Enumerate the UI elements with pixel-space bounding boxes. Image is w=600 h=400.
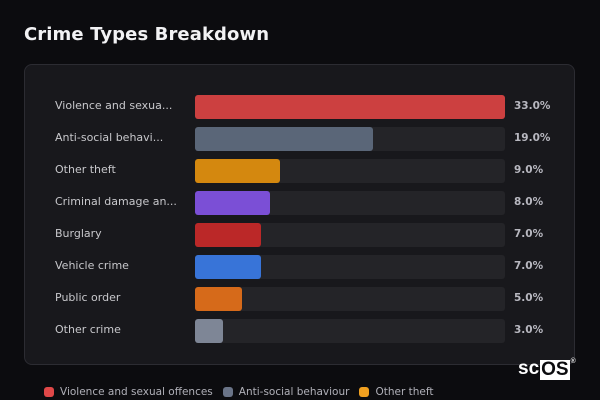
legend-label: Violence and sexual offences bbox=[60, 386, 213, 398]
bar-value: 33.0% bbox=[514, 100, 551, 112]
bar-track bbox=[195, 95, 505, 119]
bar-label: Burglary bbox=[55, 227, 102, 240]
bar-value: 7.0% bbox=[514, 260, 544, 272]
bar-track bbox=[195, 255, 505, 279]
bar-row: Public order 5.0% bbox=[25, 287, 574, 311]
bar-row: Burglary 7.0% bbox=[25, 223, 574, 247]
bar-track bbox=[195, 159, 505, 183]
chart-title: Crime Types Breakdown bbox=[24, 24, 270, 45]
bar-fill bbox=[195, 159, 280, 183]
chart-legend: Violence and sexual offences Anti-social … bbox=[44, 386, 433, 398]
bar-label: Public order bbox=[55, 291, 121, 304]
legend-item[interactable]: Other theft bbox=[359, 386, 433, 398]
bar-label: Vehicle crime bbox=[55, 259, 129, 272]
bar-fill bbox=[195, 191, 271, 215]
bar-fill bbox=[195, 95, 505, 119]
chart-panel: Violence and sexua... 33.0% Anti-social be… bbox=[24, 64, 575, 365]
bar-label: Violence and sexua... bbox=[55, 99, 173, 112]
bar-fill bbox=[195, 255, 261, 279]
legend-swatch bbox=[222, 387, 233, 397]
bar-track bbox=[195, 191, 505, 215]
bar-value: 3.0% bbox=[514, 324, 544, 336]
bar-row: Other theft 9.0% bbox=[25, 159, 574, 183]
logo-prefix: sc bbox=[518, 358, 540, 379]
scos-logo: sc OS ® bbox=[518, 358, 576, 380]
bar-value: 19.0% bbox=[514, 132, 551, 144]
bar-track bbox=[195, 223, 505, 247]
bar-label: Other theft bbox=[55, 163, 116, 176]
legend-item[interactable]: Anti-social behaviour bbox=[222, 386, 350, 398]
bar-track bbox=[195, 287, 505, 311]
bar-row: Anti-social behavi... 19.0% bbox=[25, 127, 574, 151]
bar-value: 5.0% bbox=[514, 292, 544, 304]
bar-track bbox=[195, 319, 505, 343]
bar-label: Other crime bbox=[55, 323, 121, 336]
bar-row: Other crime 3.0% bbox=[25, 319, 574, 343]
legend-item[interactable]: Violence and sexual offences bbox=[44, 386, 213, 398]
legend-label: Other theft bbox=[375, 386, 434, 398]
bar-row: Violence and sexua... 33.0% bbox=[25, 95, 574, 119]
registered-mark: ® bbox=[570, 358, 576, 365]
legend-swatch bbox=[359, 387, 370, 397]
bar-row: Criminal damage an... 8.0% bbox=[25, 191, 574, 215]
legend-label: Anti-social behaviour bbox=[238, 386, 350, 398]
bar-row: Vehicle crime 7.0% bbox=[25, 255, 574, 279]
bar-label: Criminal damage an... bbox=[55, 195, 177, 208]
legend-swatch bbox=[44, 387, 54, 397]
bar-fill bbox=[195, 319, 224, 343]
bar-fill bbox=[195, 223, 261, 247]
logo-boxed: OS bbox=[540, 359, 570, 380]
bar-fill bbox=[195, 287, 242, 311]
bar-fill bbox=[195, 127, 374, 151]
bar-value: 7.0% bbox=[514, 228, 544, 240]
bar-label: Anti-social behavi... bbox=[55, 131, 164, 144]
bar-value: 8.0% bbox=[514, 196, 544, 208]
bar-track bbox=[195, 127, 505, 151]
bar-value: 9.0% bbox=[514, 164, 544, 176]
